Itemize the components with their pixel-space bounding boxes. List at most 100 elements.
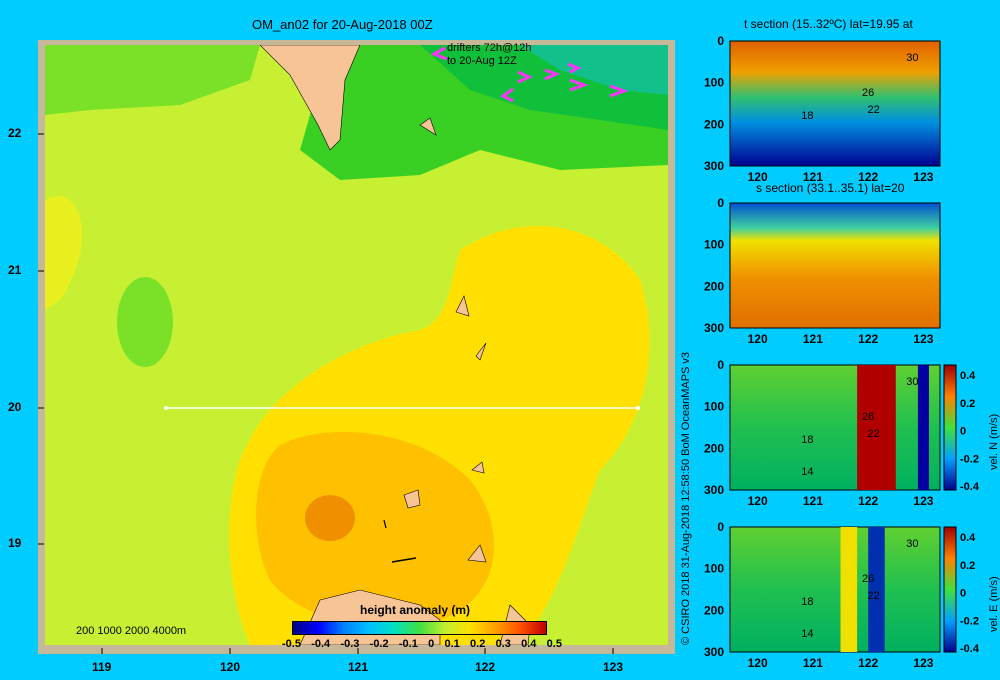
t-section-y-tick: 200 <box>704 117 724 131</box>
drifters-caption-line2: to 20-Aug 12Z <box>447 55 517 67</box>
s-section-y-tick: 200 <box>704 279 724 293</box>
island-6 <box>467 544 487 563</box>
vel-e-section-x-tick: 123 <box>913 656 933 670</box>
t-section-title: t section (15..32ºC) lat=19.95 at <box>744 17 913 31</box>
s-section-title: s section (33.1..35.1) lat=20 <box>756 181 905 195</box>
vel-e-section-contour-label: 18 <box>801 596 813 608</box>
t-section-contour-label: 18 <box>801 110 813 122</box>
anomaly-region-sw-eddy <box>256 431 494 628</box>
s-section-y-tick: 0 <box>717 196 724 210</box>
y-tick-21: 21 <box>8 263 22 277</box>
anomaly-region-west-edge <box>45 196 83 310</box>
vel-n-colorbar-label: vel. N (m/s) <box>988 413 1000 470</box>
vel-n-section-colorbar-tick: 0.2 <box>960 398 975 410</box>
x-tick-122: 122 <box>475 660 496 674</box>
vel-e-section-contour-label: 14 <box>801 628 813 640</box>
t-section-y-tick: 100 <box>704 76 724 90</box>
drifters-caption-line1: drifters 72h@12h <box>447 42 532 54</box>
x-tick-120: 120 <box>220 660 241 674</box>
anomaly-region-west-eddy <box>117 277 173 367</box>
vel-n-section-contour-label: 30 <box>906 376 918 388</box>
vel-n-section-x-tick: 122 <box>858 494 878 508</box>
colorbar-ticks: -0.5 -0.4 -0.3 -0.2 -0.1 0 0.1 0.2 0.3 0… <box>282 638 562 650</box>
t-section-x-tick: 120 <box>748 170 768 184</box>
vel-n-section-contour-label: 18 <box>801 434 813 446</box>
vel-n-section-plot-area <box>729 364 941 491</box>
colorbar <box>292 621 547 635</box>
x-tick-121: 121 <box>348 660 369 674</box>
vel-e-section-colorbar-tick: -0.4 <box>960 643 980 655</box>
x-tick-123: 123 <box>603 660 624 674</box>
vel-e-section-y-tick: 0 <box>717 520 724 534</box>
vel-e-positive-band <box>840 527 858 652</box>
section-line-end <box>636 406 640 410</box>
anomaly-region-sw-core <box>305 495 355 541</box>
vel-e-negative-band <box>868 527 885 652</box>
t-section-contour-label: 26 <box>862 87 874 99</box>
island-2 <box>455 295 470 317</box>
vel-e-section-contour-label: 22 <box>868 590 880 602</box>
colorbar-tick: -0.1 <box>398 638 418 650</box>
vel-n-section-colorbar-tick: 0.4 <box>960 370 976 382</box>
t-section-x-tick: 121 <box>803 170 823 184</box>
vel-e-colorbar-label: vel. E (m/s) <box>988 576 1000 632</box>
vel-n-section-colorbar-tick: -0.2 <box>960 453 979 465</box>
vel-e-section-y-tick: 100 <box>704 562 724 576</box>
island-1 <box>419 117 437 136</box>
vel-e-section-x-tick: 121 <box>803 656 823 670</box>
vel-e-section-colorbar-tick: 0.4 <box>960 532 976 544</box>
vel-e-section-colorbar <box>943 526 957 653</box>
t-section-y-tick: 0 <box>717 34 724 48</box>
vel-e-section-contour-label: 30 <box>906 538 918 550</box>
t-section-y-tick: 300 <box>704 159 724 173</box>
map-title: OM_an02 for 20-Aug-2018 00Z <box>252 17 433 32</box>
island-8 <box>383 519 387 529</box>
colorbar-tick: 0.4 <box>521 638 537 650</box>
y-tick-19: 19 <box>8 536 22 550</box>
vel-n-section-x-tick: 123 <box>913 494 933 508</box>
vel-n-section-contour-label: 22 <box>868 428 880 440</box>
colorbar-tick: -0.4 <box>311 638 331 650</box>
vel-n-section-contour-label: 14 <box>801 466 813 478</box>
vel-n-section-colorbar-tick: -0.4 <box>960 481 980 493</box>
island-3 <box>475 342 487 361</box>
s-section-x-tick: 122 <box>858 332 878 346</box>
x-tick-119: 119 <box>92 660 112 674</box>
s-section-y-tick: 100 <box>704 238 724 252</box>
vel-n-section-x-tick: 120 <box>748 494 768 508</box>
s-section-x-tick: 123 <box>913 332 933 346</box>
s-section-x-tick: 121 <box>803 332 823 346</box>
drifter-arrows <box>430 46 629 103</box>
vel-n-section-y-tick: 200 <box>704 441 724 455</box>
vel-n-positive-band <box>857 365 896 490</box>
anomaly-region-ne-core <box>520 45 668 95</box>
depth-legend: 200 1000 2000 4000m <box>76 625 187 637</box>
t-section-contour-label: 30 <box>906 52 918 64</box>
colorbar-tick: 0.2 <box>470 638 486 650</box>
vel-e-section-colorbar-tick: 0 <box>960 588 966 600</box>
colorbar-tick: -0.5 <box>282 638 301 650</box>
colorbar-tick: 0.1 <box>444 638 460 650</box>
colorbar-tick: -0.3 <box>340 638 360 650</box>
taiwan-land <box>259 45 361 151</box>
vel-e-section-colorbar-tick: -0.2 <box>960 615 979 627</box>
y-tick-22: 22 <box>8 126 22 140</box>
anomaly-region-nw <box>45 45 260 115</box>
vel-e-section-plot-area <box>729 526 941 653</box>
vel-n-section-colorbar <box>943 364 957 491</box>
t-section-contour-label: 22 <box>868 104 880 116</box>
vel-e-section-y-tick: 300 <box>704 645 724 659</box>
colorbar-tick: 0.5 <box>546 638 562 650</box>
s-section-x-tick: 120 <box>748 332 768 346</box>
vel-e-section-x-tick: 120 <box>748 656 768 670</box>
section-line-start <box>164 406 168 410</box>
colorbar-tick: -0.2 <box>369 638 389 650</box>
vel-e-section-contour-label: 26 <box>862 573 874 585</box>
vel-n-section-x-tick: 121 <box>803 494 823 508</box>
t-section-x-tick: 123 <box>913 170 933 184</box>
vel-n-section-y-tick: 100 <box>704 400 724 414</box>
colorbar-tick: 0.3 <box>495 638 511 650</box>
t-section-x-tick: 122 <box>858 170 878 184</box>
vel-n-negative-band <box>917 365 929 490</box>
